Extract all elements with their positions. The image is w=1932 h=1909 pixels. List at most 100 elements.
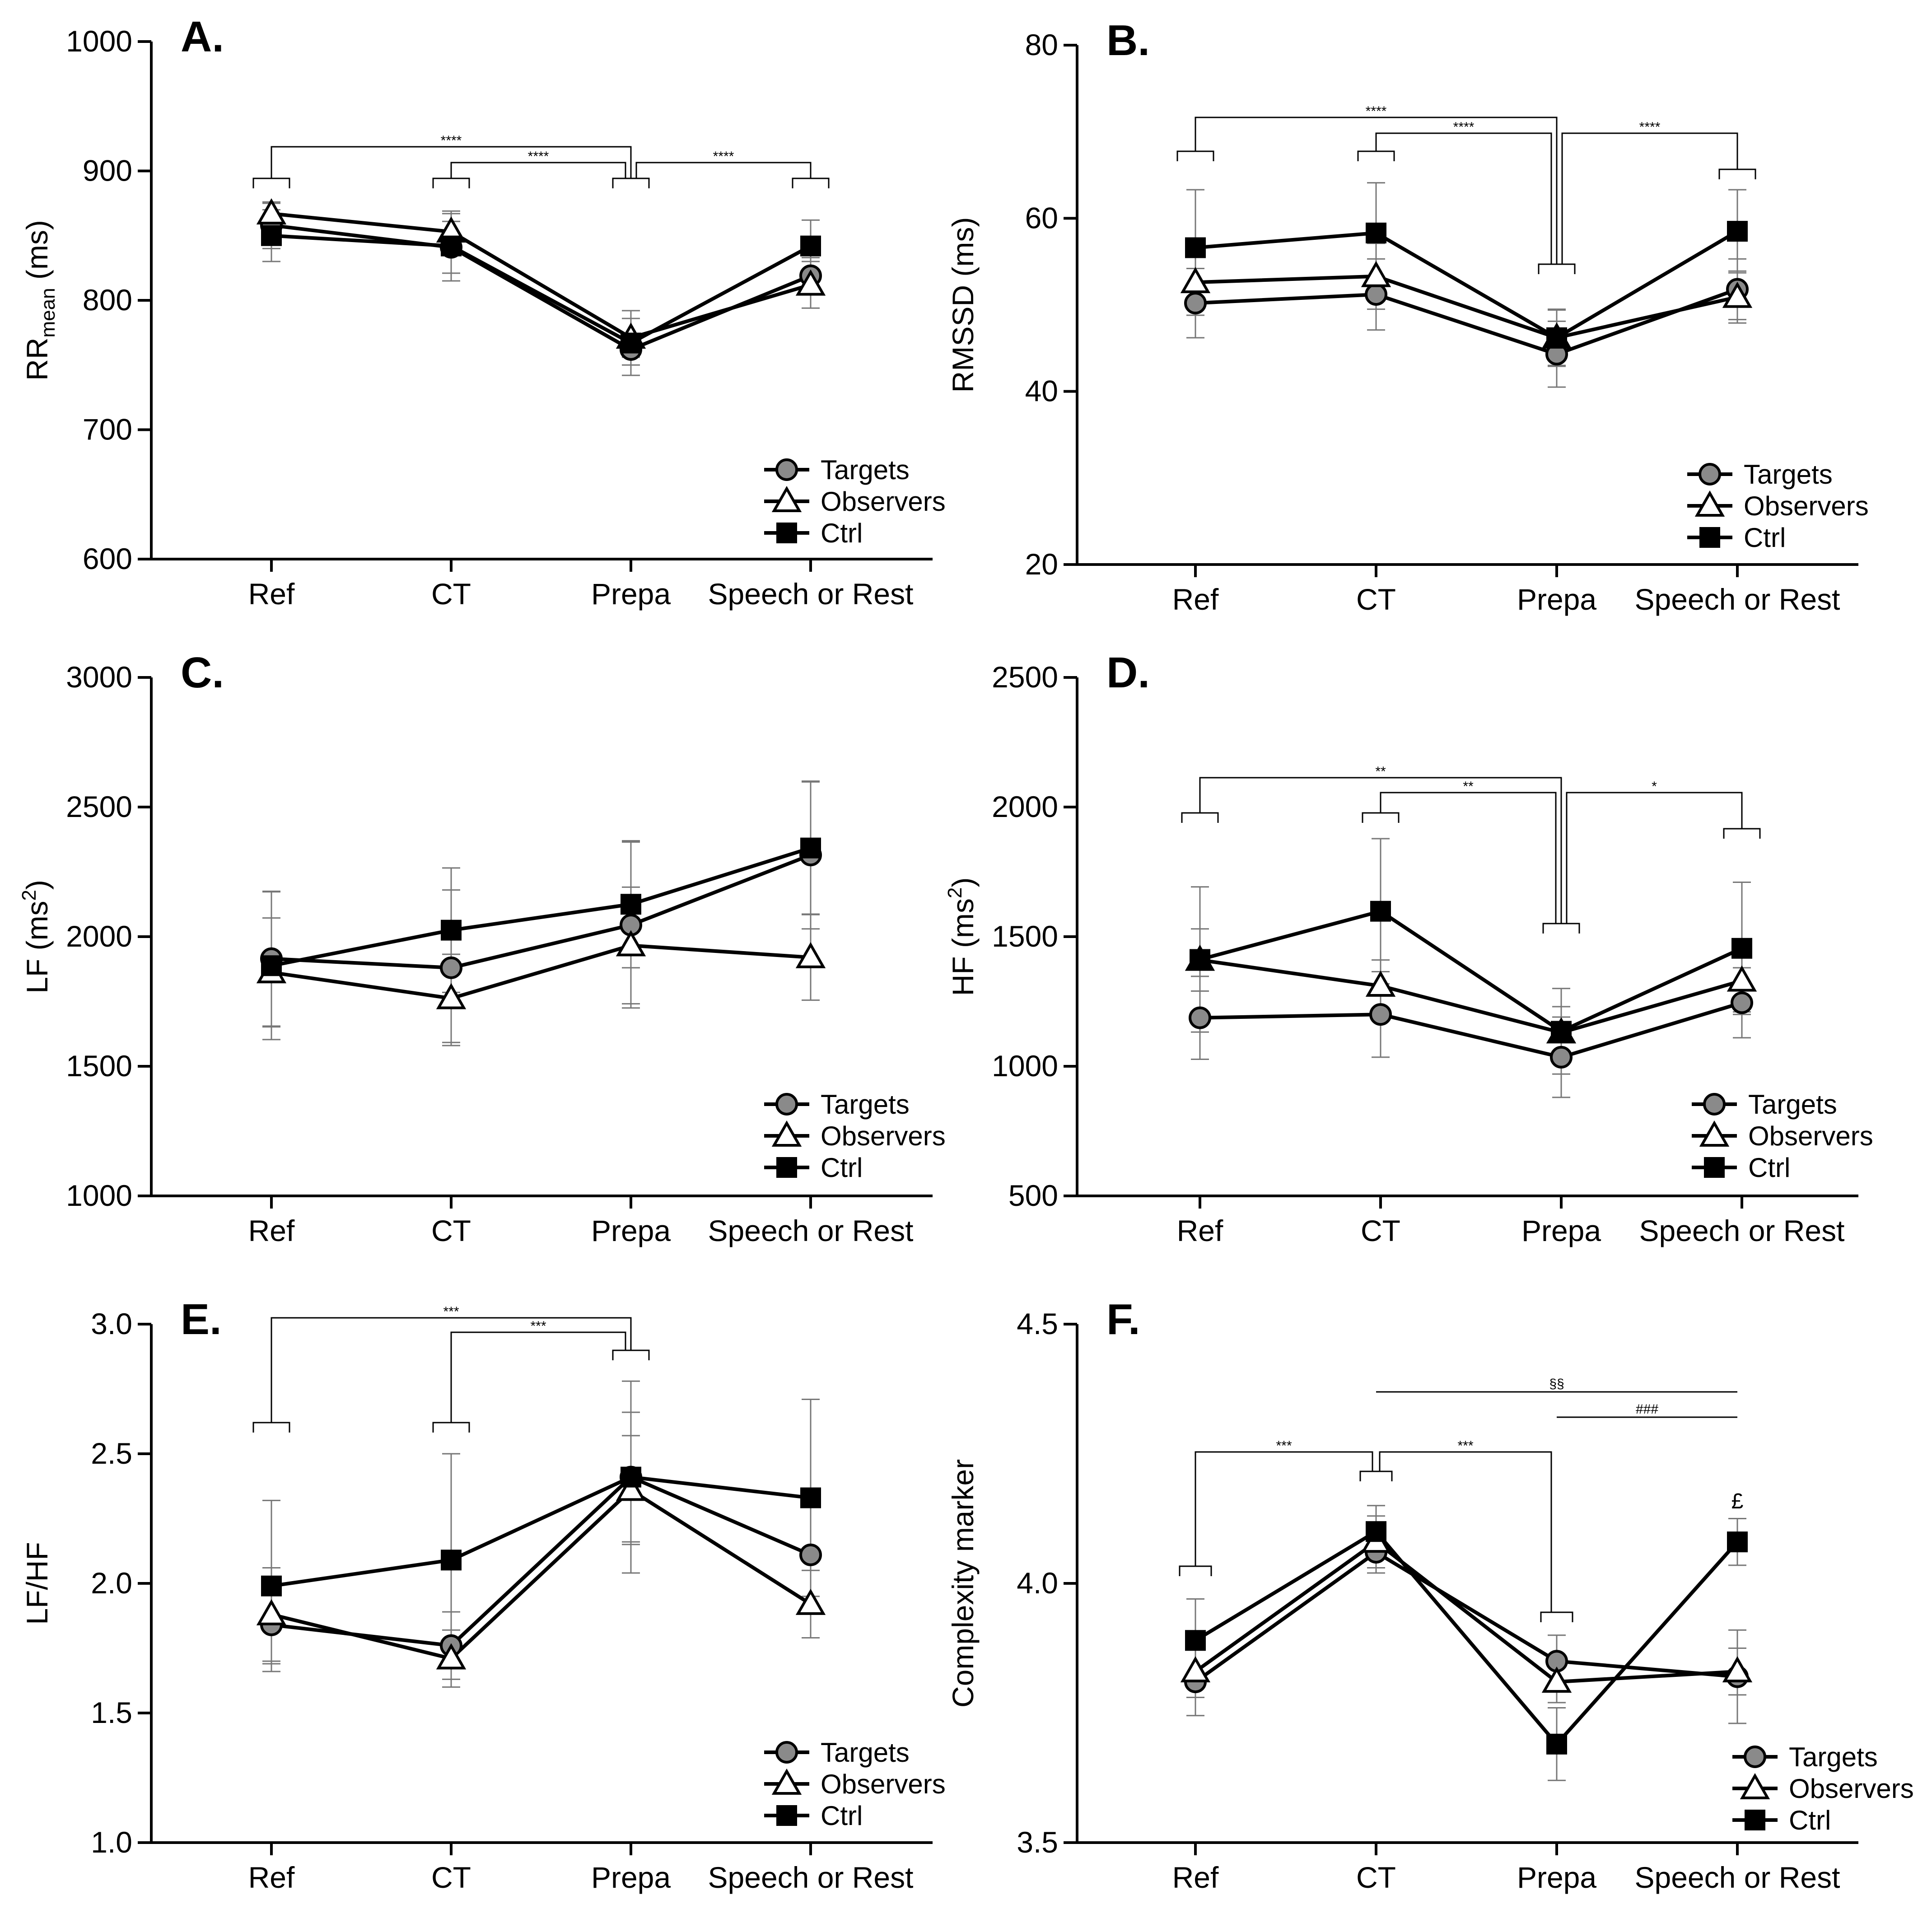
panel-b-x-tick-label: Ref: [1172, 583, 1219, 616]
panel-f-point-ctrl: [1185, 1630, 1206, 1651]
panel-b-point-observers: [1722, 281, 1753, 308]
panel-b-point-ctrl: [1727, 221, 1748, 242]
panel-b-y-tick-label: 40: [1025, 374, 1058, 408]
panel-a-x-tick-label: CT: [431, 577, 471, 611]
panel-b: 20 40 60 80 Ref CT Prepa Speech or Rest RMSSD (m…: [946, 16, 1869, 616]
panel-a-sig-line: [450, 162, 626, 178]
panel-b-sig-line: [1561, 132, 1738, 264]
panel-b-line-observers: [1195, 274, 1738, 340]
panel-e-sig-bracket: [432, 1422, 470, 1433]
panel-f-y-tick-label: 3.5: [1017, 1825, 1058, 1859]
panel-d: 500 1000 1500 2000 2500 Ref CT Prepa Speech or R…: [944, 649, 1873, 1247]
panel-d-point-targets: [1189, 1006, 1211, 1029]
legend-label-targets: Targets: [821, 1089, 910, 1120]
panel-d-y-tick-label: 1000: [992, 1049, 1058, 1083]
panel-a-y-tick-label: 600: [83, 542, 132, 575]
panel-d-sig-line: [1566, 792, 1743, 924]
panel-b-y-axis-title: RMSSD (ms): [946, 217, 980, 393]
legend-marker-targets: [1703, 1093, 1726, 1116]
panel-c-y-tick-label: 1000: [66, 1179, 132, 1212]
legend-marker-ctrl: [1745, 1810, 1765, 1830]
legend-marker-ctrl: [1704, 1157, 1725, 1178]
panel-d-point-targets: [1731, 991, 1753, 1014]
panel-a-y-tick-label: 1000: [66, 24, 132, 58]
legend-label-targets: Targets: [1748, 1089, 1837, 1120]
panel-f-point-ctrl: [1546, 1733, 1567, 1755]
panel-b-sig-line: [1195, 117, 1558, 264]
panel-f-sig-line: [1379, 1451, 1552, 1612]
panel-d-y-tick-label: 2500: [992, 660, 1058, 694]
panel-d-label: D.: [1106, 649, 1150, 697]
panel-b-y-tick-label: 60: [1025, 201, 1058, 234]
panel-a: 600 700 800 900 1000 Ref CT Prepa Speech or Rest…: [20, 13, 946, 611]
legend-marker-ctrl: [776, 1157, 797, 1178]
panel-b-x-tick-label: CT: [1356, 583, 1396, 616]
legend-marker-targets: [775, 458, 798, 481]
panel-e-sig-label: ***: [530, 1319, 546, 1334]
panel-d-sig-line: [1199, 777, 1562, 924]
panel-d-line-ctrl: [1199, 909, 1743, 1033]
panel-f-line-observers: [1194, 1540, 1738, 1684]
panel-c-point-ctrl: [621, 894, 641, 915]
panel-a-line-ctrl: [271, 233, 812, 345]
panel-a-point-ctrl: [441, 235, 462, 257]
panel-f-point-observers: [1541, 1666, 1572, 1693]
panel-c-y-tick-label: 3000: [66, 660, 132, 694]
legend-marker-ctrl: [1699, 527, 1720, 548]
panel-e-sig-bracket: [612, 1349, 650, 1360]
panel-d-x-tick-label: Prepa: [1521, 1214, 1601, 1247]
panel-e-y-tick-label: 1.0: [91, 1825, 132, 1859]
panel-f-point-observers: [1180, 1656, 1211, 1683]
panel-b-point-targets: [1184, 292, 1207, 315]
panel-b-sig-label: ****: [1639, 120, 1661, 135]
legend-marker-observers: [1694, 490, 1725, 517]
panel-e-point-observers: [795, 1588, 826, 1615]
panel-f-y-axis-title: Complexity marker: [946, 1459, 980, 1708]
panel-e-x-tick-label: CT: [431, 1861, 471, 1894]
panel-e-x-tick-label: Ref: [248, 1861, 295, 1894]
panel-e-line-observers: [271, 1488, 812, 1661]
panel-b-sig-label: ****: [1453, 120, 1475, 135]
panel-a-label: A.: [181, 13, 224, 61]
panel-b-sig-bracket: [1357, 150, 1395, 161]
panel-d-sig-line: [1380, 792, 1557, 924]
panel-f-y-tick-label: 4.0: [1017, 1566, 1058, 1600]
panel-d-y-tick-label: 2000: [992, 790, 1058, 823]
panel-a-line-observers: [271, 212, 812, 340]
panel-f: 3.5 4.0 4.5 Ref CT Prepa Speech or Rest Complex…: [946, 1295, 1914, 1894]
panel-a-sig-bracket: [792, 177, 830, 188]
panel-b-sig-bracket: [1718, 168, 1756, 179]
panel-f-x-tick-label: CT: [1356, 1861, 1396, 1894]
panel-c-point-observers: [616, 930, 646, 957]
panel-e-x-tick-label: Prepa: [591, 1861, 671, 1894]
panel-f-point-ctrl: [1727, 1531, 1748, 1553]
panel-f-sig-bracket: [1359, 1470, 1393, 1481]
legend-label-observers: Observers: [821, 1121, 946, 1151]
panel-b-line-targets: [1195, 287, 1738, 356]
panel-e-y-tick-label: 3.0: [91, 1307, 132, 1340]
panel-f-sig-line: [1195, 1451, 1373, 1566]
panel-f-y-tick-label: 4.5: [1017, 1307, 1058, 1340]
panel-e-sig-bracket: [252, 1422, 290, 1433]
panel-b-point-observers: [1180, 267, 1211, 294]
legend-label-ctrl: Ctrl: [1744, 523, 1786, 553]
panel-d-point-ctrl: [1551, 1021, 1572, 1042]
panel-b-point-observers: [1361, 261, 1391, 287]
legend-marker-observers: [771, 485, 802, 512]
panel-b-x-tick-label: Speech or Rest: [1635, 583, 1840, 616]
legend-marker-observers: [1699, 1120, 1730, 1147]
panel-c-y-axis-title: LF (ms2): [18, 880, 54, 994]
panel-a-point-ctrl: [800, 235, 821, 257]
legend-label-observers: Observers: [1789, 1774, 1914, 1804]
legend-label-ctrl: Ctrl: [821, 518, 863, 548]
panel-d-y-tick-label: 500: [1008, 1179, 1058, 1212]
panel-b-y-tick-label: 80: [1025, 28, 1058, 61]
panel-b-point-targets: [1365, 283, 1387, 306]
panel-f-annotation: £: [1731, 1489, 1744, 1513]
panel-c-point-ctrl: [800, 837, 821, 859]
legend-label-ctrl: Ctrl: [1789, 1805, 1831, 1835]
panel-c-x-tick-label: Prepa: [591, 1214, 671, 1247]
panel-f-x-tick-label: Speech or Rest: [1635, 1861, 1840, 1894]
